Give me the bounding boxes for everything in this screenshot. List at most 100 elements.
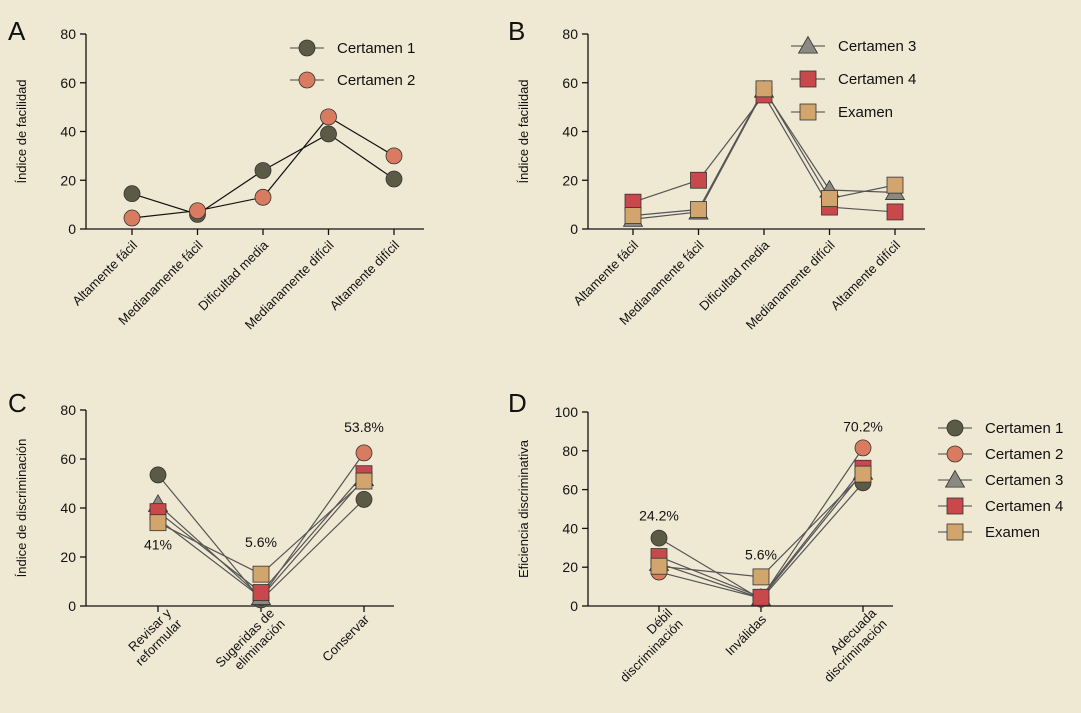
legend-marker bbox=[797, 35, 819, 54]
panel-d: D Eficiencia discriminativa 0 20 40 60 80 100 Dé… bbox=[508, 388, 1063, 685]
y-tick-label: 80 bbox=[562, 26, 578, 42]
annotation-label: 70.2% bbox=[843, 418, 883, 434]
x-tick-label: Altamente difícil bbox=[828, 237, 904, 313]
x-tick-label: Revisar yreformular bbox=[122, 605, 186, 669]
legend-marker bbox=[799, 103, 817, 121]
legend-label: Certamen 3 bbox=[838, 38, 916, 55]
y-tick-label: 0 bbox=[570, 598, 578, 614]
y-tick-label: 0 bbox=[68, 221, 76, 237]
y-tick-label: 20 bbox=[60, 549, 76, 565]
x-tick-label-line: Altamente fácil bbox=[69, 237, 140, 308]
y-tick-label: 20 bbox=[60, 172, 76, 188]
data-point bbox=[650, 529, 668, 547]
panel-letter: B bbox=[508, 16, 525, 46]
annotation-label: 5.6% bbox=[245, 534, 277, 550]
data-point bbox=[254, 162, 272, 179]
data-point bbox=[752, 568, 770, 586]
x-tick-label-line: Altamente fácil bbox=[570, 237, 641, 308]
panel-c: C Índice de discriminación 0 20 40 60 80 Revisa… bbox=[8, 388, 394, 681]
legend-label: Examen bbox=[838, 104, 893, 121]
legend-label: Certamen 1 bbox=[337, 40, 415, 57]
y-tick-label: 0 bbox=[570, 221, 578, 237]
panel-letter: C bbox=[8, 388, 27, 418]
y-tick-label: 80 bbox=[60, 402, 76, 418]
data-point bbox=[886, 203, 904, 221]
data-point bbox=[189, 202, 206, 220]
legend-marker bbox=[944, 469, 966, 488]
panel-letter: A bbox=[8, 16, 26, 46]
data-point bbox=[355, 444, 373, 462]
data-point bbox=[690, 201, 707, 218]
series-line-examen bbox=[157, 480, 365, 575]
annotation-label: 5.6% bbox=[745, 546, 777, 562]
annotation-label: 41% bbox=[144, 537, 172, 553]
x-tick-label: Sugeridas deeliminación bbox=[212, 606, 287, 681]
data-point bbox=[254, 188, 272, 206]
series-certamen-1 bbox=[650, 474, 872, 608]
x-tick-label-line: Altamente difícil bbox=[327, 237, 403, 313]
legend-label: Certamen 4 bbox=[838, 71, 916, 88]
series-examen bbox=[149, 472, 373, 583]
x-tick-label-line: Inválidas bbox=[722, 611, 769, 658]
data-point bbox=[355, 472, 373, 490]
data-point bbox=[385, 170, 403, 188]
legend-label: Certamen 3 bbox=[985, 472, 1063, 489]
legend-marker bbox=[946, 523, 964, 541]
series-examen bbox=[650, 465, 872, 586]
data-point bbox=[149, 514, 167, 532]
series-certamen-1 bbox=[123, 125, 403, 223]
y-axis-label: Eficiencia discriminativa bbox=[516, 439, 531, 578]
y-tick-label: 80 bbox=[562, 443, 578, 459]
series-certamen-2 bbox=[123, 108, 403, 227]
y-tick-label: 100 bbox=[555, 404, 579, 420]
x-tick-label: Inválidas bbox=[722, 611, 769, 658]
x-tick-label: Altamente difícil bbox=[327, 237, 403, 313]
legend: Certamen 1 Certamen 2 bbox=[290, 39, 415, 89]
legend-marker bbox=[298, 71, 316, 89]
y-tick-label: 20 bbox=[562, 172, 578, 188]
y-tick-label: 80 bbox=[60, 26, 76, 42]
y-tick-label: 0 bbox=[68, 598, 76, 614]
data-point bbox=[752, 588, 770, 606]
y-tick-label: 40 bbox=[562, 520, 578, 536]
x-tick-label: Altamente fácil bbox=[69, 237, 140, 308]
data-point bbox=[690, 171, 707, 189]
panel-letter: D bbox=[508, 388, 527, 418]
legend-marker bbox=[946, 445, 964, 463]
data-point bbox=[355, 491, 373, 508]
legend-marker bbox=[298, 39, 316, 57]
data-point bbox=[886, 176, 904, 194]
legend-label: Certamen 1 bbox=[985, 420, 1063, 437]
legend-label: Certamen 2 bbox=[337, 72, 415, 89]
data-point bbox=[123, 209, 141, 227]
x-tick-label: Adecuadadiscriminación bbox=[810, 605, 890, 685]
panel-a: A Índice de facilidad 0 20 40 60 80 Altamente f… bbox=[8, 16, 424, 332]
y-axis-label: Índice de discriminación bbox=[14, 439, 29, 578]
legend-marker bbox=[799, 70, 817, 88]
data-point bbox=[854, 439, 872, 457]
legend-marker bbox=[946, 419, 964, 437]
y-tick-label: 40 bbox=[562, 124, 578, 140]
annotation-label: 24.2% bbox=[639, 508, 679, 524]
data-point bbox=[755, 80, 773, 98]
series-examen bbox=[624, 80, 904, 224]
data-point bbox=[252, 565, 270, 583]
legend-marker bbox=[946, 497, 964, 515]
x-tick-label: Conservar bbox=[319, 611, 372, 664]
y-tick-label: 60 bbox=[562, 482, 578, 498]
data-point bbox=[320, 108, 337, 126]
y-tick-label: 60 bbox=[562, 75, 578, 91]
data-point bbox=[385, 147, 403, 165]
legend: Certamen 1 Certamen 2 Certamen 3 Certamen 4… bbox=[938, 419, 1063, 541]
x-tick-label-line: Conservar bbox=[319, 611, 372, 664]
x-tick-label: Altamente fácil bbox=[570, 237, 641, 308]
y-tick-label: 60 bbox=[60, 451, 76, 467]
y-tick-label: 40 bbox=[60, 500, 76, 516]
data-point bbox=[650, 557, 668, 575]
y-axis-label: Índice de facilidad bbox=[14, 79, 29, 183]
x-tick-label-line: Altamente difícil bbox=[828, 237, 904, 313]
legend: Certamen 3 Certamen 4 Examen bbox=[791, 35, 916, 121]
x-tick-label: Débildiscriminación bbox=[606, 605, 686, 685]
data-point bbox=[123, 185, 141, 203]
